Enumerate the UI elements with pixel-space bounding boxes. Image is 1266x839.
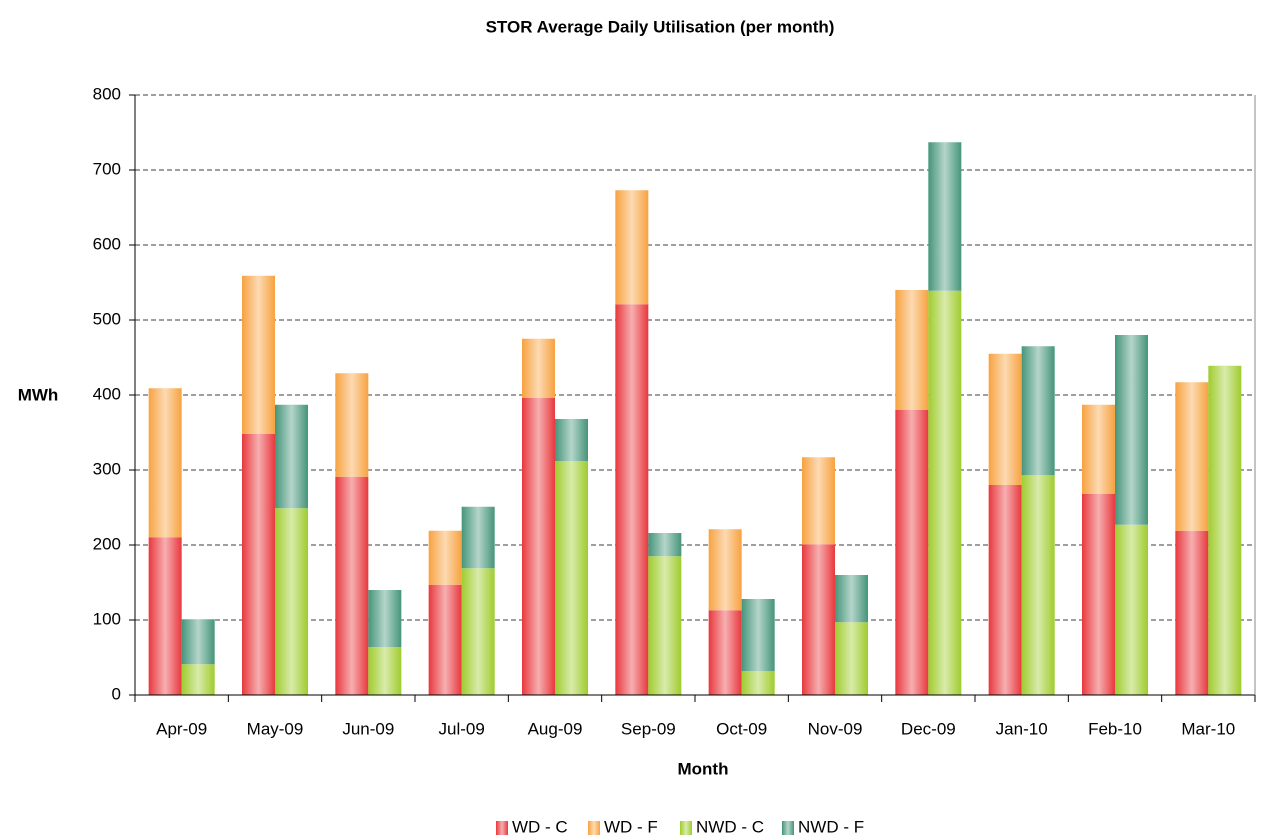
bar [428,584,462,695]
chart-title: STOR Average Daily Utilisation (per mont… [486,17,835,36]
bar [1021,475,1055,695]
bar [275,404,308,509]
y-tick-label: 700 [93,159,121,178]
bar [802,457,835,545]
bar [928,290,962,695]
bar [835,622,868,695]
bar [275,508,308,695]
bar [181,619,215,665]
bar [1175,530,1209,695]
x-tick-label: Aug-09 [528,719,583,738]
bar [335,373,369,477]
legend-swatch [680,821,692,835]
bar [555,419,588,461]
bar [1175,382,1209,531]
x-tick-label: Oct-09 [716,719,767,738]
y-tick-label: 800 [93,84,121,103]
x-tick-label: Mar-10 [1181,719,1235,738]
bar [181,664,215,695]
y-axis-title: MWh [18,385,59,404]
y-tick-label: 600 [93,234,121,253]
bar [1021,346,1055,476]
bar [368,647,402,695]
bar [368,590,402,647]
bar [242,434,275,695]
legend-swatch [496,821,508,835]
x-axis-title: Month [678,759,729,778]
x-tick-label: Jul-09 [439,719,485,738]
legend-label: WD - F [604,817,658,836]
y-tick-label: 100 [93,609,121,628]
bar [928,142,962,291]
legend-label: WD - C [512,817,568,836]
y-tick-label: 200 [93,534,121,553]
legend-label: NWD - C [696,817,764,836]
bar [988,485,1022,695]
bar [648,556,682,695]
bar [708,529,742,611]
bar [648,533,682,557]
bar [335,476,369,695]
bar [895,410,929,695]
x-tick-label: Nov-09 [808,719,863,738]
bar [461,506,495,569]
legend-swatch [588,821,600,835]
bar [802,544,835,695]
x-tick-label: Jan-10 [996,719,1048,738]
bar [615,304,649,695]
bar [741,671,775,695]
legend-swatch [782,821,794,835]
bar [148,388,182,538]
bar [428,530,462,585]
bar [741,599,775,671]
x-tick-label: Feb-10 [1088,719,1142,738]
bar [708,610,742,695]
bar [242,275,275,434]
bar [835,575,868,623]
bar [1115,335,1148,525]
bar [988,353,1022,485]
bar [1208,365,1242,695]
y-tick-label: 500 [93,309,121,328]
bar [1115,524,1148,695]
y-tick-label: 0 [112,684,121,703]
x-tick-label: Jun-09 [342,719,394,738]
x-tick-label: May-09 [247,719,304,738]
y-tick-label: 300 [93,459,121,478]
bar [461,568,495,695]
bar [522,398,555,695]
bar [615,190,649,305]
bar [1082,494,1115,695]
bar [148,537,182,695]
bar [555,461,588,695]
bar [522,338,555,398]
y-tick-label: 400 [93,384,121,403]
x-tick-label: Apr-09 [156,719,207,738]
x-tick-label: Sep-09 [621,719,676,738]
x-tick-label: Dec-09 [901,719,956,738]
bar [895,290,929,410]
legend-label: NWD - F [798,817,864,836]
bar [1082,404,1115,494]
